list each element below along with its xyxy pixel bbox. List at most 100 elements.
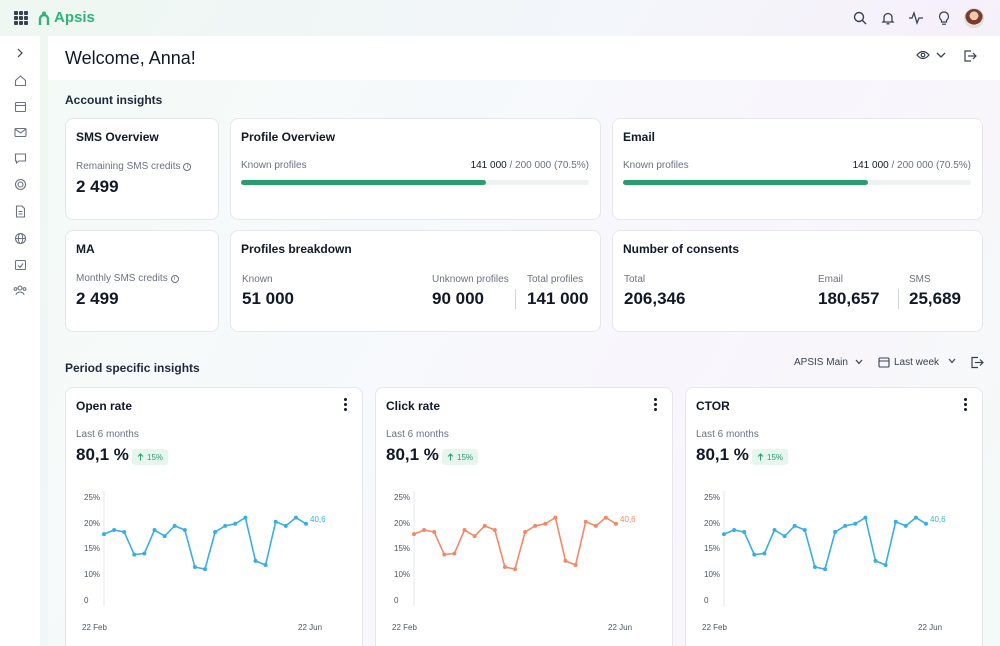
- data-point[interactable]: [762, 551, 767, 556]
- data-point[interactable]: [543, 521, 548, 526]
- data-point[interactable]: [614, 521, 618, 526]
- more-menu-icon[interactable]: [654, 398, 658, 411]
- data-point[interactable]: [533, 523, 538, 528]
- data-point[interactable]: [162, 534, 167, 539]
- data-point[interactable]: [482, 523, 487, 528]
- data-point[interactable]: [182, 527, 187, 532]
- logo[interactable]: Apsis: [38, 9, 95, 26]
- account-select[interactable]: APSIS Main: [794, 357, 866, 368]
- card-title: MA: [76, 242, 95, 256]
- data-point[interactable]: [583, 519, 588, 524]
- data-point[interactable]: [563, 558, 568, 563]
- data-point[interactable]: [442, 552, 447, 557]
- data-point[interactable]: [863, 515, 868, 520]
- data-point[interactable]: [472, 534, 477, 539]
- data-point[interactable]: [283, 523, 288, 528]
- apps-grid-icon[interactable]: [14, 11, 28, 25]
- series-line: [413, 516, 617, 571]
- arrow-up-icon: [757, 453, 764, 461]
- data-point[interactable]: [492, 527, 497, 532]
- chat-icon[interactable]: [13, 151, 27, 165]
- globe-icon[interactable]: [13, 231, 27, 245]
- data-point[interactable]: [603, 515, 608, 520]
- data-point[interactable]: [853, 521, 858, 526]
- visibility-dropdown[interactable]: [916, 50, 946, 60]
- data-point[interactable]: [812, 565, 817, 570]
- data-point[interactable]: [593, 523, 598, 528]
- data-point[interactable]: [422, 527, 427, 532]
- data-point[interactable]: [553, 515, 558, 520]
- export-button[interactable]: [963, 49, 977, 68]
- data-point[interactable]: [253, 558, 258, 563]
- y-tick-label: 10%: [84, 570, 100, 579]
- data-point[interactable]: [502, 565, 507, 570]
- data-point[interactable]: [412, 532, 416, 537]
- data-point[interactable]: [913, 515, 918, 520]
- data-point[interactable]: [924, 521, 928, 526]
- data-point[interactable]: [833, 530, 838, 535]
- lightbulb-icon[interactable]: [936, 8, 952, 28]
- period-export-button[interactable]: [970, 356, 984, 369]
- data-point[interactable]: [304, 521, 308, 526]
- data-point[interactable]: [573, 562, 578, 567]
- apsis-logo-icon: [38, 11, 50, 25]
- home-icon[interactable]: [13, 73, 27, 87]
- y-tick-label: 10%: [704, 570, 720, 579]
- data-point[interactable]: [203, 567, 207, 572]
- activity-icon[interactable]: [908, 8, 924, 28]
- data-point[interactable]: [752, 552, 757, 557]
- data-point[interactable]: [462, 527, 467, 532]
- calendar-check-icon[interactable]: [13, 257, 27, 271]
- x-tick-label: 22 Jun: [918, 623, 942, 632]
- data-point[interactable]: [142, 551, 147, 556]
- data-point[interactable]: [792, 523, 797, 528]
- calendar-icon[interactable]: [13, 99, 27, 113]
- data-point[interactable]: [192, 565, 197, 570]
- data-point[interactable]: [732, 527, 737, 532]
- data-point[interactable]: [132, 552, 137, 557]
- data-point[interactable]: [883, 562, 888, 567]
- data-point[interactable]: [112, 527, 117, 532]
- more-menu-icon[interactable]: [344, 398, 348, 411]
- users-icon[interactable]: [13, 283, 27, 297]
- data-point[interactable]: [452, 551, 457, 556]
- data-point[interactable]: [223, 523, 228, 528]
- data-point[interactable]: [742, 530, 747, 535]
- data-point[interactable]: [782, 534, 787, 539]
- more-menu-icon[interactable]: [964, 398, 968, 411]
- data-point[interactable]: [722, 532, 726, 537]
- change-badge: 15%: [132, 449, 169, 465]
- data-point[interactable]: [233, 521, 238, 526]
- bell-icon[interactable]: [880, 8, 896, 28]
- mail-icon[interactable]: [13, 125, 27, 139]
- data-point[interactable]: [172, 523, 177, 528]
- data-point[interactable]: [823, 567, 827, 572]
- data-point[interactable]: [772, 527, 777, 532]
- data-point[interactable]: [513, 567, 517, 572]
- data-point[interactable]: [843, 523, 848, 528]
- data-point[interactable]: [432, 530, 437, 535]
- info-icon[interactable]: i: [170, 275, 179, 283]
- data-point[interactable]: [102, 532, 106, 537]
- expand-chevron-icon[interactable]: [13, 46, 27, 60]
- target-icon[interactable]: [13, 177, 27, 191]
- avatar[interactable]: [964, 8, 984, 28]
- data-point[interactable]: [903, 523, 908, 528]
- data-point[interactable]: [243, 515, 248, 520]
- period-select[interactable]: Last week: [878, 356, 959, 368]
- document-icon[interactable]: [13, 204, 27, 218]
- data-point[interactable]: [122, 530, 127, 535]
- data-point[interactable]: [802, 527, 807, 532]
- account-select-value: APSIS Main: [794, 357, 848, 368]
- data-point[interactable]: [293, 515, 298, 520]
- search-icon[interactable]: [852, 8, 868, 28]
- chart-value: 80,1 %: [76, 445, 129, 464]
- data-point[interactable]: [873, 558, 878, 563]
- data-point[interactable]: [893, 519, 898, 524]
- data-point[interactable]: [152, 527, 157, 532]
- info-icon[interactable]: i: [183, 163, 192, 171]
- data-point[interactable]: [273, 519, 278, 524]
- data-point[interactable]: [263, 562, 268, 567]
- data-point[interactable]: [213, 530, 218, 535]
- data-point[interactable]: [523, 530, 528, 535]
